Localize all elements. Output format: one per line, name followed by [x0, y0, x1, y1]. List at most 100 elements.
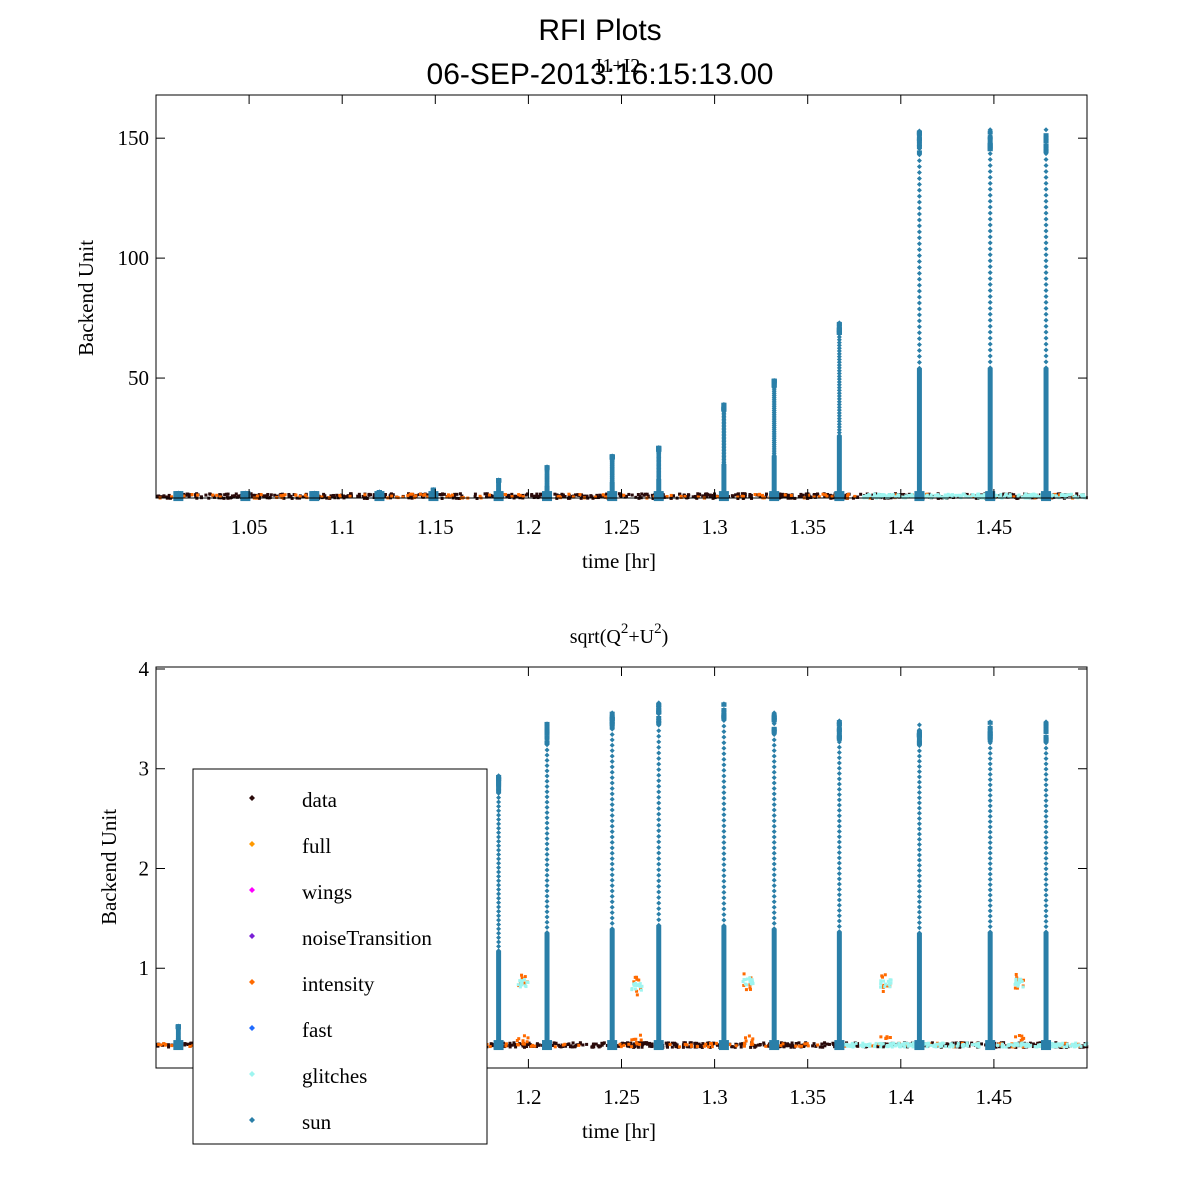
bottom-sun-point [609, 796, 615, 802]
top-intensity-point [571, 495, 575, 499]
bottom-intensity-point [743, 1036, 747, 1040]
bottom-sun-point [1043, 876, 1049, 882]
top-data-point [711, 493, 715, 497]
legend-item-noiseTransition: noiseTransition [249, 926, 432, 950]
bottom-glitch-point [1019, 1042, 1023, 1046]
top-glitch-point [900, 495, 904, 499]
bottom-sun-point [987, 787, 993, 793]
top-sun-point [1043, 335, 1049, 341]
top-glitch-point [1007, 494, 1011, 498]
bottom-sun-point [656, 839, 662, 845]
bottom-data-point [631, 1044, 635, 1048]
top-data-point [224, 492, 228, 496]
top-sun-point [1043, 287, 1049, 293]
bottom-sun-point [721, 756, 727, 762]
top-data-point [597, 495, 601, 499]
top-data-point [507, 493, 511, 497]
bottom-glitch-point [520, 981, 524, 985]
bottom-sun-point [987, 756, 993, 762]
bottom-sun-point [771, 915, 777, 921]
top-sun-point [987, 258, 993, 264]
bottom-intensity-point [1015, 986, 1019, 990]
bottom-sun-point [771, 812, 777, 818]
bottom-sun-point [544, 729, 550, 734]
bottom-glitch-point [1017, 981, 1021, 985]
top-data-point [965, 492, 969, 496]
bottom-glitch-point [872, 1045, 876, 1049]
bottom-data-point [489, 1042, 493, 1046]
bottom-glitch-point [1074, 1041, 1078, 1045]
top-data-point [642, 493, 646, 497]
bottom-sun-point [987, 720, 993, 725]
bottom-sun-point [721, 806, 727, 812]
top-glitch-point [1054, 494, 1058, 498]
bottom-glitch-point [925, 1045, 929, 1049]
bottom-sun-point [771, 753, 777, 759]
bottom-glitch-point [906, 1041, 910, 1045]
bottom-glitch-point [927, 1041, 931, 1045]
bottom-sun-point [836, 860, 842, 866]
bottom-glitch-point [861, 1045, 865, 1049]
bottom-sun-point [721, 895, 727, 901]
bottom-glitch-point [520, 979, 524, 983]
bottom-sun-point [173, 1040, 184, 1051]
bottom-sun-point [721, 817, 727, 823]
bottom-sun-point [771, 727, 777, 732]
bottom-sun-point [916, 769, 922, 775]
top-sun-point [769, 491, 780, 502]
bottom-intensity-point [781, 1042, 785, 1046]
bottom-sun-point [721, 812, 727, 818]
top-sun-point [836, 402, 842, 408]
bottom-sun-point [656, 889, 662, 895]
bottom-glitch-point [1077, 1043, 1081, 1047]
bottom-intensity-point [885, 1035, 889, 1039]
top-sun-point [1043, 186, 1049, 192]
bottom-glitch-point [854, 1041, 858, 1045]
top-sun-point [987, 323, 993, 329]
bottom-sun-point [656, 715, 662, 720]
bottom-glitch-point [866, 1044, 870, 1048]
bottom-sun-point [916, 899, 922, 905]
legend-marker-sun [249, 1117, 255, 1123]
bottom-glitch-point [951, 1043, 955, 1047]
bottom-sun-point [609, 899, 615, 905]
bottom-data-point [508, 1041, 512, 1045]
bottom-glitch-point [897, 1041, 901, 1045]
figure-title: RFI Plots [538, 14, 661, 47]
bottom-glitch-point [961, 1043, 965, 1047]
bottom-sun-point [836, 886, 842, 892]
top-data-point [453, 492, 457, 496]
bottom-sun-point [496, 935, 502, 941]
top-sun-point [1043, 157, 1049, 163]
top-glitch-point [936, 494, 940, 498]
bottom-plot-xlabel: time [hr] [582, 1119, 656, 1143]
bottom-sun-point [496, 873, 502, 879]
top-sun-point [916, 276, 922, 282]
top-intensity-point [696, 495, 700, 499]
top-sun-point [836, 418, 842, 424]
bottom-data-point [167, 1045, 171, 1049]
bottom-sun-point [836, 786, 842, 792]
bottom-intensity-point [635, 1042, 639, 1046]
top-sun-point [916, 270, 922, 276]
top-intensity-point [1012, 495, 1016, 499]
bottom-sun-point [721, 795, 727, 801]
bottom-glitch-point [638, 982, 642, 986]
bottom-sun-point [721, 912, 727, 918]
top-sun-point [834, 491, 845, 502]
top-sun-point [1043, 222, 1049, 228]
bottom-sun-point [916, 862, 922, 868]
top-sun-point [987, 180, 993, 186]
top-sun-point [916, 175, 922, 181]
top-data-point [524, 493, 528, 497]
bottom-sun-point [1043, 897, 1049, 903]
bottom-sun-point [544, 757, 550, 763]
top-intensity-point [215, 493, 219, 497]
top-glitch-point [1033, 494, 1037, 498]
top-sun-point [987, 293, 993, 299]
top-intensity-point [510, 495, 514, 499]
bottom-sun-point [609, 926, 615, 932]
bottom-glitch-point [868, 1042, 872, 1046]
top-glitch-point [1020, 495, 1024, 499]
bottom-sun-point [1043, 892, 1049, 898]
